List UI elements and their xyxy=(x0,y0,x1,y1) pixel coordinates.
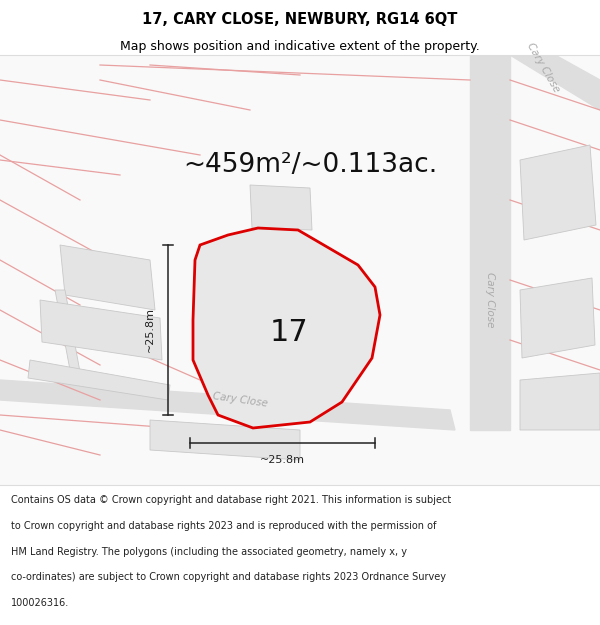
Polygon shape xyxy=(0,55,600,485)
Polygon shape xyxy=(470,30,600,110)
Polygon shape xyxy=(40,300,162,360)
Polygon shape xyxy=(520,373,600,430)
Text: ~459m²/~0.113ac.: ~459m²/~0.113ac. xyxy=(183,152,437,178)
Text: to Crown copyright and database rights 2023 and is reproduced with the permissio: to Crown copyright and database rights 2… xyxy=(11,521,436,531)
Text: ~25.8m: ~25.8m xyxy=(145,308,155,352)
Polygon shape xyxy=(60,245,155,310)
Polygon shape xyxy=(250,185,312,230)
Text: 17: 17 xyxy=(269,318,308,348)
Polygon shape xyxy=(470,55,510,430)
Text: 17, CARY CLOSE, NEWBURY, RG14 6QT: 17, CARY CLOSE, NEWBURY, RG14 6QT xyxy=(142,12,458,27)
Polygon shape xyxy=(520,278,595,358)
Text: Map shows position and indicative extent of the property.: Map shows position and indicative extent… xyxy=(120,39,480,52)
Text: ~25.8m: ~25.8m xyxy=(260,455,305,465)
Polygon shape xyxy=(193,228,380,428)
Text: HM Land Registry. The polygons (including the associated geometry, namely x, y: HM Land Registry. The polygons (includin… xyxy=(11,547,407,557)
Polygon shape xyxy=(520,145,596,240)
Text: 100026316.: 100026316. xyxy=(11,598,69,608)
Text: Cary Close: Cary Close xyxy=(485,272,495,328)
Polygon shape xyxy=(28,360,170,400)
Text: Cary Close: Cary Close xyxy=(212,391,268,409)
Polygon shape xyxy=(150,420,300,460)
Polygon shape xyxy=(55,290,80,372)
Text: Cary Close: Cary Close xyxy=(525,41,561,94)
Text: co-ordinates) are subject to Crown copyright and database rights 2023 Ordnance S: co-ordinates) are subject to Crown copyr… xyxy=(11,572,446,582)
Polygon shape xyxy=(0,380,455,430)
Text: Contains OS data © Crown copyright and database right 2021. This information is : Contains OS data © Crown copyright and d… xyxy=(11,495,451,505)
